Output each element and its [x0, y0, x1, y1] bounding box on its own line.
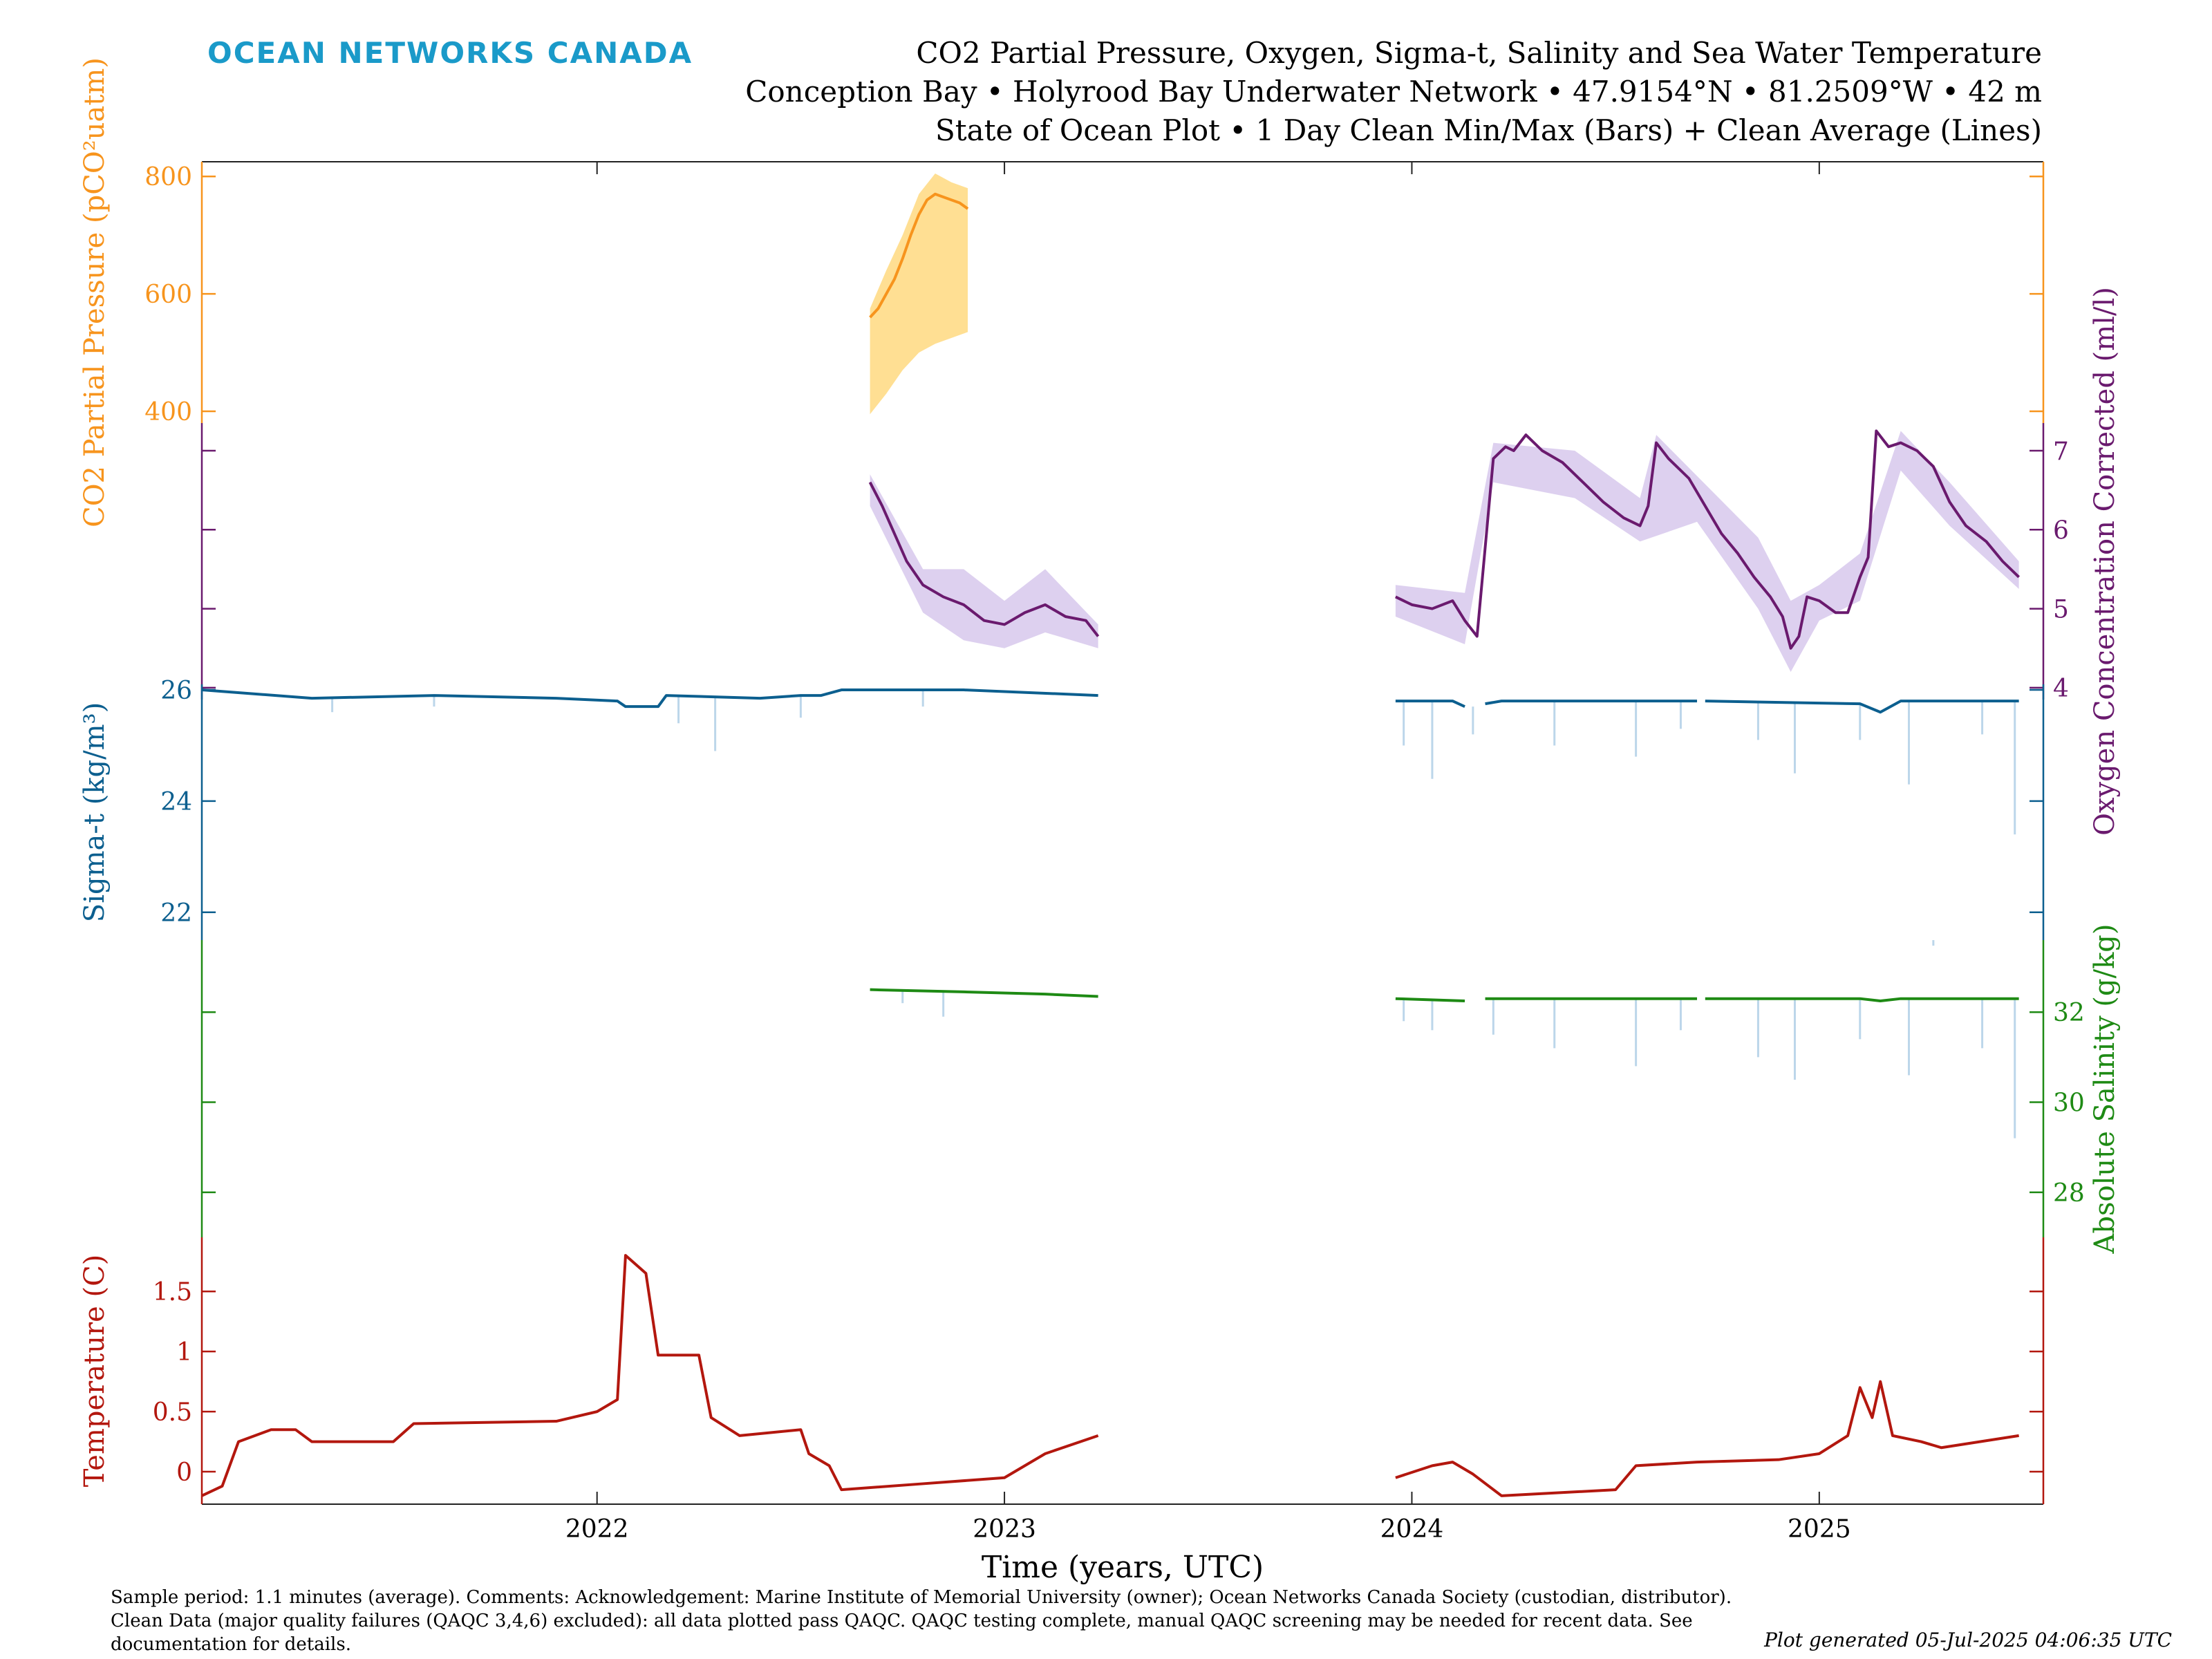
average-line — [1705, 997, 2019, 1002]
average-line — [869, 192, 969, 319]
y-tick-label: 600 — [144, 281, 192, 309]
y-axis-title: Oxygen Concentration Corrected (ml/l) — [2089, 287, 2121, 836]
y-axis-title: CO2 Partial Pressure (pCO²uatm) — [79, 57, 111, 527]
average-line — [201, 688, 1098, 709]
series-sigma-t: 22 24 26 Sigma-t (kg/m³) — [79, 677, 2045, 946]
y-tick-label: 28 — [2053, 1179, 2085, 1208]
y-tick-label: 0 — [176, 1459, 192, 1487]
y-tick-label: 30 — [2053, 1089, 2085, 1118]
average-line — [201, 1254, 1099, 1497]
y-tick-label: 0.5 — [153, 1398, 192, 1427]
y-tick-label: 24 — [160, 788, 192, 816]
series-oxygen-concentration-corrected: 4 5 6 7 Oxygen Concentration Corrected (ml/l… — [200, 287, 2121, 836]
series-absolute-salinity: 28 30 32 Absolute Salinity (g/kg) — [200, 924, 2121, 1255]
minmax-band — [870, 173, 968, 415]
y-tick-label: 800 — [144, 163, 192, 191]
chart-title: CO2 Partial Pressure, Oxygen, Sigma-t, S… — [916, 36, 2042, 70]
average-line — [1485, 700, 1698, 706]
y-tick-label: 1 — [176, 1338, 192, 1367]
average-line — [1705, 700, 2019, 714]
average-line — [870, 988, 1098, 998]
plot-generated-stamp: Plot generated 05-Jul-2025 04:06:35 UTC — [1764, 1629, 2172, 1651]
y-axis-title: Temperature (C) — [79, 1255, 111, 1488]
average-line — [868, 481, 1100, 637]
y-tick-label: 400 — [144, 398, 192, 427]
average-line — [1395, 700, 1465, 708]
x-tick-label: 2022 — [565, 1515, 629, 1544]
y-tick-label: 7 — [2053, 438, 2069, 466]
y-tick-label: 4 — [2053, 675, 2069, 703]
brand-logo-text: OCEAN NETWORKS CANADA — [207, 36, 693, 70]
minmax-band — [870, 474, 1098, 648]
y-tick-label: 5 — [2053, 596, 2069, 624]
y-tick-label: 6 — [2053, 516, 2069, 545]
y-tick-label: 22 — [160, 899, 192, 928]
x-tick-label: 2024 — [1380, 1515, 1444, 1544]
minmax-band — [1395, 431, 2019, 672]
y-tick-label: 32 — [2053, 999, 2085, 1027]
x-tick-label: 2025 — [1788, 1515, 1851, 1544]
average-line — [1395, 997, 1465, 1002]
y-axis-title: Absolute Salinity (g/kg) — [2089, 924, 2121, 1254]
average-line — [1395, 429, 2021, 650]
chart-subtitle-method: State of Ocean Plot • 1 Day Clean Min/Ma… — [935, 113, 2042, 147]
average-line — [1395, 1380, 2019, 1497]
series-co2-partial-pressure: 400 600 800 CO2 Partial Pressure (pCO²uatm) — [79, 57, 2045, 527]
x-axis-title: Time (years, UTC) — [982, 1550, 1264, 1585]
y-axis-title: Sigma-t (kg/m³) — [79, 702, 111, 922]
y-tick-label: 1.5 — [153, 1278, 192, 1306]
y-tick-label: 26 — [160, 677, 192, 705]
x-tick-label: 2023 — [973, 1515, 1036, 1544]
series-temperature: 0 0.5 1 1.5 Temperature (C) — [79, 1237, 2045, 1504]
footer-comments: Sample period: 1.1 minutes (average). Co… — [111, 1587, 1732, 1655]
chart-subtitle-location: Conception Bay • Holyrood Bay Underwater… — [745, 75, 2042, 109]
